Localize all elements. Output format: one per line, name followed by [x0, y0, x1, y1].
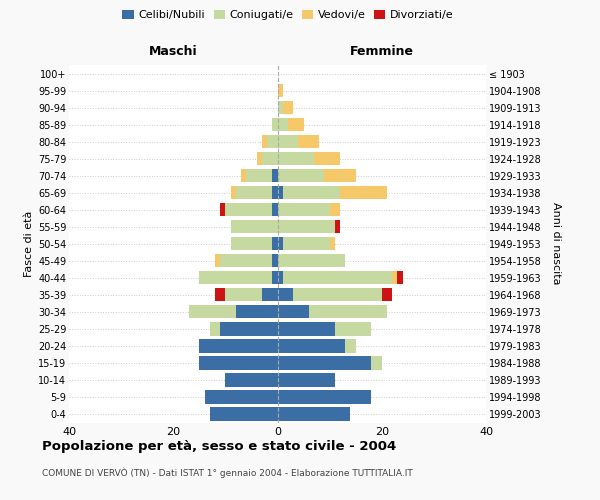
Bar [325, 169, 356, 182]
Bar [277, 408, 350, 420]
Bar [220, 203, 226, 216]
Bar [298, 135, 319, 148]
Bar [262, 152, 277, 166]
Bar [272, 118, 277, 131]
Bar [262, 288, 277, 302]
Bar [199, 271, 272, 284]
Bar [277, 356, 371, 370]
Bar [267, 135, 277, 148]
Bar [283, 101, 293, 114]
Y-axis label: Anni di nascita: Anni di nascita [551, 202, 561, 285]
Bar [277, 254, 345, 268]
Bar [277, 118, 288, 131]
Bar [241, 169, 246, 182]
Bar [272, 186, 277, 200]
Bar [272, 254, 277, 268]
Bar [277, 390, 371, 404]
Bar [199, 356, 277, 370]
Bar [345, 340, 356, 352]
Bar [329, 203, 340, 216]
Bar [210, 408, 277, 420]
Bar [262, 135, 267, 148]
Bar [277, 288, 293, 302]
Bar [230, 237, 272, 250]
Text: COMUNE DI VERVÒ (TN) - Dati ISTAT 1° gennaio 2004 - Elaborazione TUTTITALIA.IT: COMUNE DI VERVÒ (TN) - Dati ISTAT 1° gen… [42, 468, 413, 478]
Bar [272, 271, 277, 284]
Bar [236, 186, 272, 200]
Y-axis label: Fasce di età: Fasce di età [23, 210, 34, 277]
Bar [277, 271, 283, 284]
Bar [277, 203, 329, 216]
Bar [199, 340, 277, 352]
Bar [230, 186, 236, 200]
Bar [293, 288, 382, 302]
Bar [335, 322, 371, 336]
Bar [329, 237, 335, 250]
Bar [283, 186, 340, 200]
Bar [257, 152, 262, 166]
Bar [277, 186, 283, 200]
Bar [277, 135, 298, 148]
Bar [335, 220, 340, 234]
Bar [288, 118, 304, 131]
Bar [226, 203, 272, 216]
Bar [397, 271, 403, 284]
Bar [272, 169, 277, 182]
Bar [277, 84, 283, 97]
Bar [277, 340, 345, 352]
Bar [236, 305, 277, 318]
Bar [340, 186, 387, 200]
Text: Femmine: Femmine [350, 45, 414, 58]
Bar [309, 305, 387, 318]
Bar [314, 152, 340, 166]
Bar [272, 203, 277, 216]
Bar [272, 237, 277, 250]
Bar [205, 390, 277, 404]
Bar [392, 271, 397, 284]
Bar [210, 322, 220, 336]
Bar [215, 254, 220, 268]
Legend: Celibi/Nubili, Coniugati/e, Vedovi/e, Divorziati/e: Celibi/Nubili, Coniugati/e, Vedovi/e, Di… [118, 6, 458, 25]
Bar [277, 374, 335, 386]
Bar [277, 305, 309, 318]
Bar [226, 374, 277, 386]
Bar [382, 288, 392, 302]
Bar [371, 356, 382, 370]
Bar [226, 288, 262, 302]
Bar [189, 305, 236, 318]
Text: Popolazione per età, sesso e stato civile - 2004: Popolazione per età, sesso e stato civil… [42, 440, 396, 453]
Bar [283, 237, 329, 250]
Bar [283, 271, 392, 284]
Bar [277, 220, 335, 234]
Bar [220, 254, 272, 268]
Bar [246, 169, 272, 182]
Bar [277, 169, 325, 182]
Bar [277, 237, 283, 250]
Bar [220, 322, 277, 336]
Bar [277, 101, 283, 114]
Bar [230, 220, 277, 234]
Bar [215, 288, 226, 302]
Bar [277, 152, 314, 166]
Bar [277, 322, 335, 336]
Text: Maschi: Maschi [149, 45, 197, 58]
